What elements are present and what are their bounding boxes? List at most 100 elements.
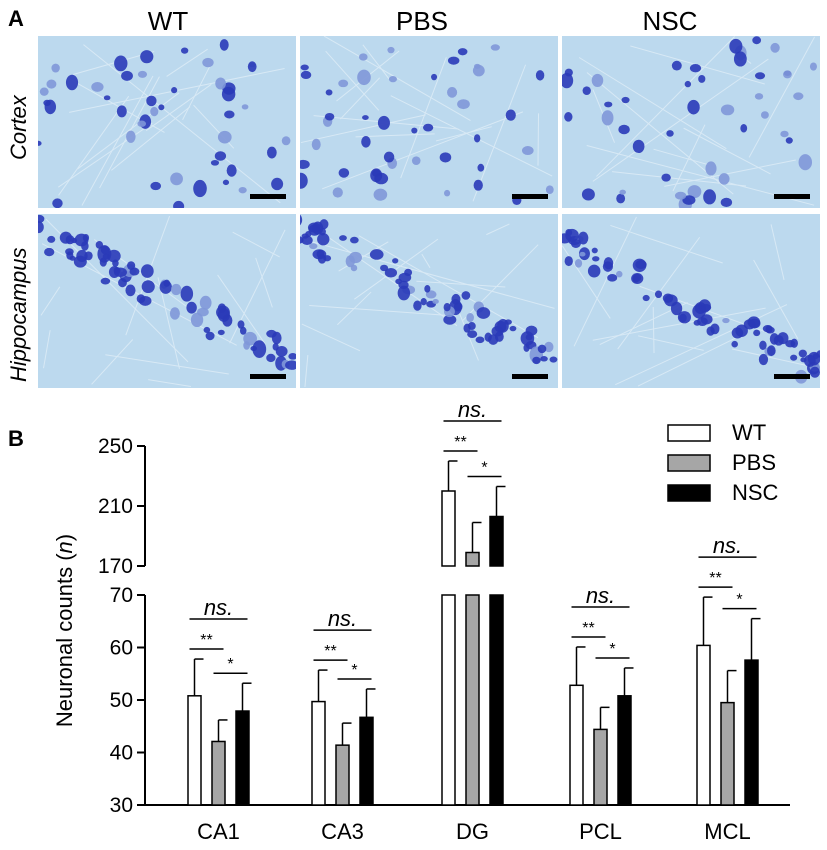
stained-cell [466,312,474,323]
stained-cell [112,259,119,267]
stained-cell [574,258,583,268]
stained-cell [398,280,409,290]
y-tick-label: 50 [110,689,133,712]
stained-cell [747,316,761,328]
stained-cell [65,248,74,256]
stained-cell [180,285,194,302]
stained-cell [477,163,485,172]
stained-cell [718,173,730,185]
stained-cell [423,123,434,132]
stained-cell [137,70,148,78]
significance-double-star-label: ** [200,632,212,649]
tissue-fiber [362,44,390,79]
stained-cell [474,63,481,69]
stained-cell [457,99,470,110]
stained-cell [52,198,63,208]
stained-cell [288,352,296,360]
scale-bar [774,194,810,199]
tissue-fiber [664,159,796,187]
stained-cell [754,93,764,100]
stained-cell [226,164,237,177]
scale-bar [774,374,810,379]
stained-cell [190,312,204,328]
stained-cell [549,356,558,363]
stained-cell [317,254,327,264]
stained-cell [565,228,579,242]
stained-cell [521,145,534,156]
significance-star-label: * [227,656,233,673]
stained-cell [535,70,545,81]
tissue-fiber [770,224,785,281]
stained-cell [467,322,476,331]
stained-cell [319,227,326,236]
stained-cell [199,295,212,310]
stained-cell [710,323,720,335]
stained-cell [720,104,735,116]
stained-cell [163,279,171,287]
stained-cell [413,300,422,311]
stained-cell [173,200,185,208]
micrograph-hippocampus-pbs [300,214,558,388]
significance-ns-label: ns. [204,595,233,620]
stained-cell [740,123,748,133]
stained-cell [720,197,733,208]
stained-cell [509,325,517,332]
tissue-fiber [217,274,266,345]
tissue-fiber [748,36,816,158]
tissue-fiber [472,64,527,202]
x-tick-label: MCL [704,819,750,844]
legend-label-pbs: PBS [732,450,776,475]
stained-cell [677,311,691,324]
tissue-background [562,214,820,388]
stained-cell [358,53,368,61]
tissue-fiber [327,236,458,327]
stained-cell [760,111,769,119]
stained-cell [752,36,762,45]
legend-swatch-pbs [667,454,711,472]
stained-cell [205,331,215,341]
tissue-fiber [182,62,212,121]
stained-cell [370,168,383,183]
stained-cell [146,95,157,107]
significance-double-star-label: ** [709,570,721,587]
stained-cell [729,38,743,54]
stained-cell [44,247,55,257]
stained-cell [783,70,792,79]
stained-cell [126,130,136,143]
bar-chart: 30 40 50 60 70 170 210 250 Neuronal counts (n) ns… [52,397,790,844]
stained-cell [540,356,548,362]
stained-cell [581,188,595,201]
stained-cell [373,188,388,201]
stained-cell [398,272,412,283]
stained-cell [51,63,60,73]
stained-cell [324,112,335,121]
stained-cell [700,314,713,325]
stained-cell [301,233,309,239]
stained-cell [170,172,183,186]
stained-cell [809,62,817,71]
significance-star-label: * [351,662,357,679]
stained-cell [222,179,230,186]
stained-cell [266,329,277,338]
stained-cell [38,214,45,223]
significance-double-star-label: ** [582,620,594,637]
stained-cell [537,344,547,354]
stained-cell [357,69,371,86]
stained-cell [300,64,309,71]
y-tick-label: 250 [98,435,133,458]
stained-cell [125,284,136,297]
stained-cell [129,267,140,276]
scale-bar [250,374,286,379]
stained-cell [300,236,304,244]
stained-cell [65,74,79,91]
stained-cell [476,307,491,319]
stained-cell [361,136,371,148]
significance-ns-label: ns. [586,583,615,608]
stained-cell [484,332,492,342]
y-tick-label: 210 [98,495,133,518]
tissue-fiber [354,238,439,300]
stained-cell [411,127,418,134]
stained-cell [424,285,431,293]
stained-cell [765,326,775,334]
stained-cell [587,264,601,278]
